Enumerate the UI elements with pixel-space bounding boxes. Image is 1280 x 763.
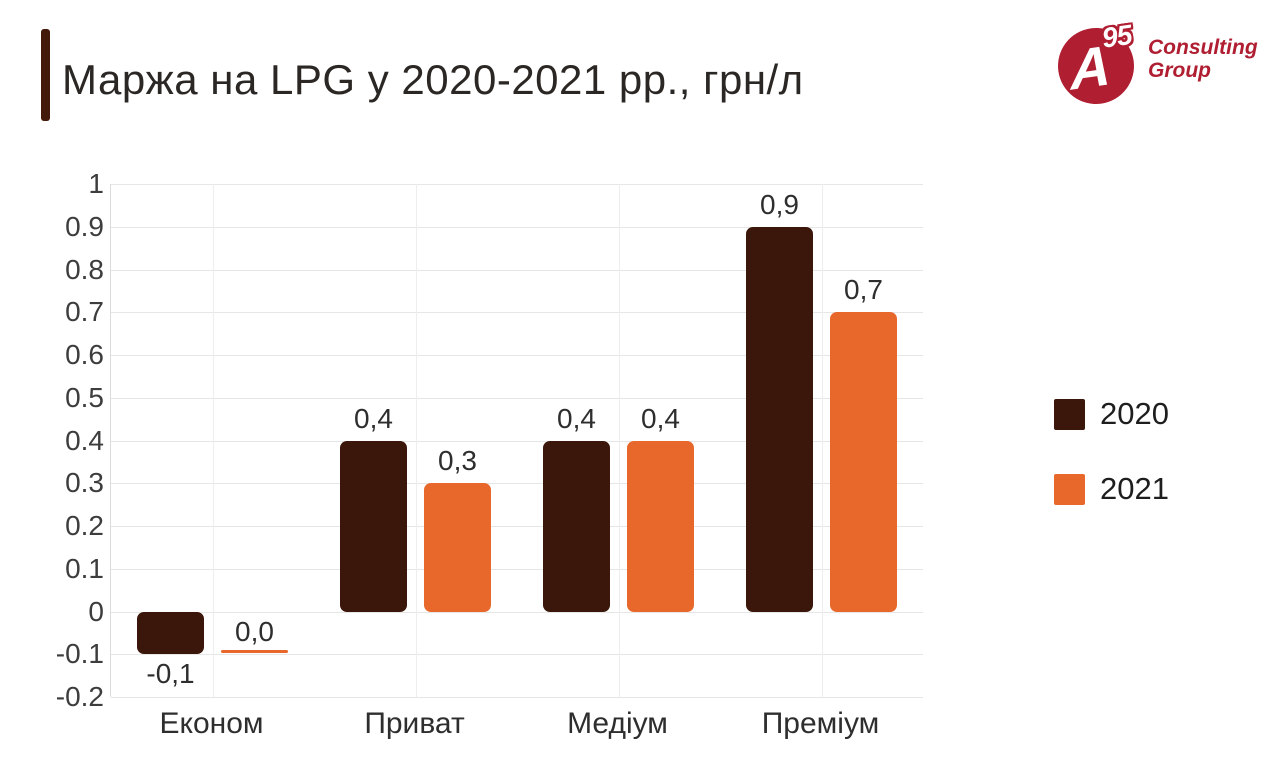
horizontal-gridline (111, 226, 923, 228)
horizontal-gridline (111, 184, 923, 185)
horizontal-gridline (111, 355, 923, 356)
horizontal-gridline (111, 568, 923, 570)
bar-2020-Медіум (543, 440, 610, 612)
bar-2021-Приват (424, 483, 491, 612)
title-accent-bar (41, 29, 50, 121)
a95-logo-text-line2: Group (1148, 59, 1211, 82)
bar-data-label: 0,4 (641, 402, 680, 434)
legend-item: 2020 (1054, 396, 1169, 432)
bar-data-label: -0,1 (146, 658, 195, 690)
plot-area: -0,1 0,4 0,4 0,9 0,0 0,3 0,4 0,7 (110, 184, 923, 698)
horizontal-gridline (111, 397, 923, 399)
y-tick-label: 0.3 (65, 467, 104, 499)
horizontal-gridline (111, 269, 923, 271)
x-category-label: Преміум (761, 707, 880, 740)
bar-2021-Медіум (627, 440, 694, 612)
vertical-gridline (212, 184, 214, 697)
bar-2020-Економ (137, 611, 204, 655)
y-tick-label: 0.6 (65, 339, 104, 370)
horizontal-gridline (111, 697, 923, 698)
y-tick-label: 1 (88, 168, 104, 199)
bar-data-label: 0,3 (438, 445, 477, 477)
bar-data-label: 0,4 (354, 402, 393, 434)
legend-label: 2020 (1100, 396, 1169, 431)
y-tick-label: 0.2 (65, 510, 104, 541)
y-tick-label: 0.1 (65, 552, 104, 584)
a95-logo-text-line1: Consulting (1148, 36, 1258, 59)
vertical-gridline (618, 184, 620, 697)
a95-logo-text: Consulting Group (1148, 36, 1258, 82)
a95-logo: A 95 Consulting Group (1053, 19, 1270, 109)
x-category-label: Економ (159, 707, 264, 740)
y-tick-label: 0.8 (65, 253, 104, 285)
legend-swatch (1054, 473, 1085, 505)
y-tick-label: -0.2 (55, 681, 104, 712)
bar-data-label: 0,0 (235, 616, 274, 648)
y-tick-label: 0.5 (65, 381, 104, 413)
y-tick-label: 0.7 (65, 296, 104, 328)
a95-logo-circle: A 95 (1053, 19, 1139, 109)
y-tick-label: -0.1 (55, 638, 104, 670)
horizontal-gridline (111, 483, 923, 485)
horizontal-gridline (111, 654, 923, 656)
legend-label: 2021 (1100, 471, 1169, 506)
vertical-gridline (415, 184, 417, 697)
horizontal-gridline (111, 611, 923, 613)
bar-2020-Приват (340, 440, 407, 612)
y-tick-label: 0.9 (65, 210, 104, 242)
horizontal-gridline (111, 526, 923, 527)
bar-2020-Преміум (746, 226, 813, 612)
x-category-label: Приват (364, 707, 465, 740)
a95-logo-superscript: 95 (1100, 18, 1134, 54)
bar-2021-Економ (221, 650, 288, 654)
horizontal-gridline (111, 440, 923, 442)
y-tick-label: 0 (88, 595, 104, 627)
legend-item: 2021 (1054, 471, 1169, 507)
bar-data-label: 0,9 (760, 188, 799, 220)
legend: 2020 2021 (1054, 396, 1169, 546)
page-title: Маржа на LPG у 2020-2021 рр., грн/л (62, 56, 804, 103)
x-category-label: Медіум (567, 707, 668, 740)
horizontal-gridline (111, 312, 923, 314)
y-tick-label: 0.4 (65, 424, 104, 456)
legend-swatch (1054, 398, 1085, 430)
bar-data-label: 0,4 (557, 402, 596, 434)
vertical-gridline (821, 184, 823, 697)
bar-data-label: 0,7 (844, 274, 883, 306)
bar-2021-Преміум (830, 312, 897, 612)
